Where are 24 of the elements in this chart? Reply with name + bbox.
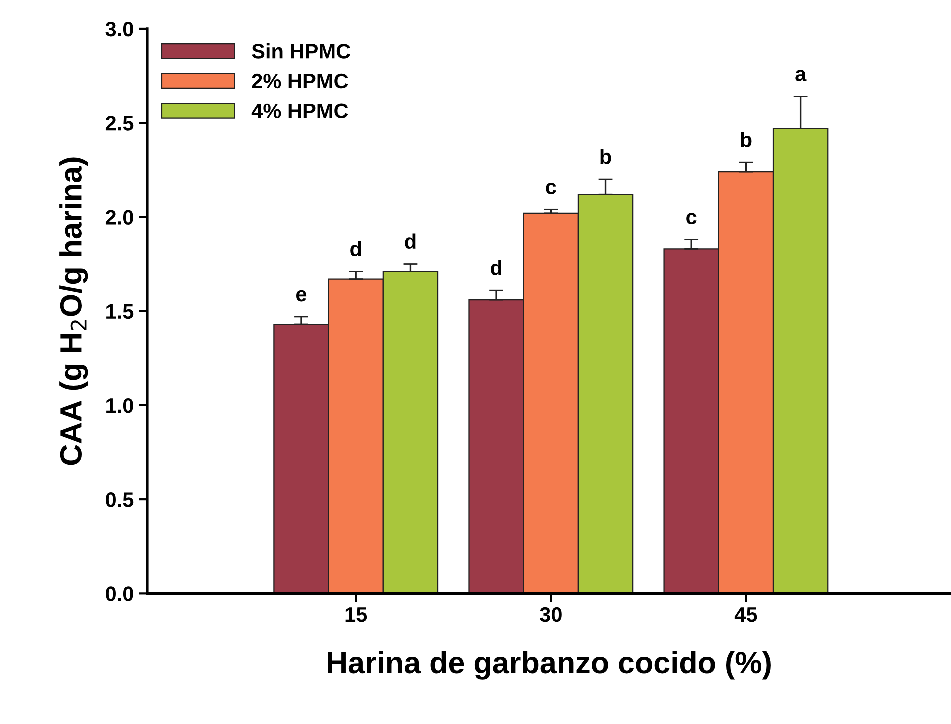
y-tick-label: 0.0 (106, 586, 134, 602)
annotation: d (491, 260, 502, 276)
annotation: d (350, 241, 362, 257)
y-tick-label: 1.0 (106, 398, 134, 414)
x-axis-title: Harina de garbanzo cocido (%) (328, 651, 771, 680)
y-tick-label: 2.5 (106, 116, 134, 131)
annotation: e (296, 290, 307, 302)
annotation: a (796, 70, 807, 82)
annotation: b (600, 149, 612, 164)
x-tick-label: 15 (346, 608, 368, 622)
y-axis-title: CAA (g H$_{2}$O/g harina) (60, 158, 88, 466)
y-tick-label: 1.5 (106, 304, 134, 320)
y-tick-label: 2.0 (106, 210, 134, 225)
x-tick-label: 30 (540, 607, 562, 622)
legend-label: Sin HPMC (252, 44, 351, 59)
legend-label: 4% HPMC (252, 104, 348, 119)
legend-label: 2% HPMC (252, 74, 348, 89)
y-tick-label: 0.5 (106, 492, 134, 508)
annotation: b (741, 132, 752, 148)
annotation: c (686, 213, 697, 225)
annotation: d (405, 234, 416, 250)
x-tick-label: 45 (734, 608, 758, 622)
annotation: c (546, 183, 556, 194)
y-tick-label: 3.0 (106, 22, 134, 37)
